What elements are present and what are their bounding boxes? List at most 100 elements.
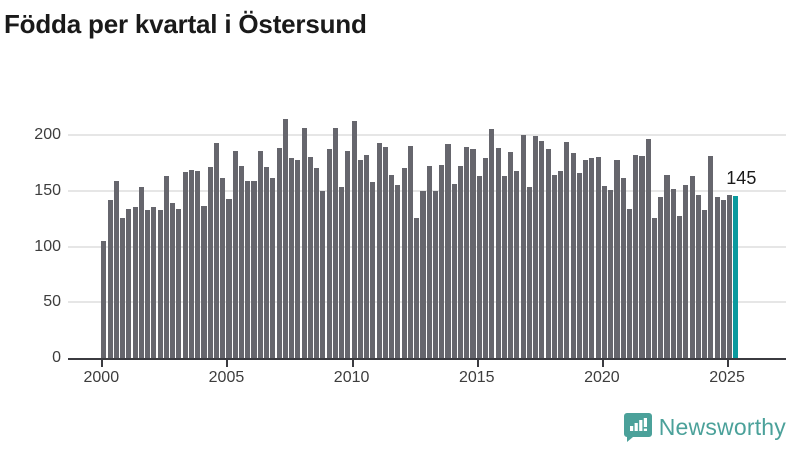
bar-2010-q4 bbox=[370, 181, 376, 358]
x-axis-tick-2005 bbox=[226, 360, 229, 367]
bar-2000-q1 bbox=[101, 240, 107, 358]
bar-2018-q4 bbox=[570, 152, 576, 358]
bar-2011-q2 bbox=[382, 147, 388, 358]
bar-2011-q4 bbox=[395, 185, 401, 358]
bar-2021-q3 bbox=[639, 156, 645, 358]
bar-2025-q2 bbox=[733, 196, 739, 358]
bar-2019-q4 bbox=[595, 157, 601, 358]
bar-2012-q1 bbox=[401, 168, 407, 358]
bar-2009-q3 bbox=[339, 187, 345, 358]
bar-2014-q4 bbox=[470, 149, 476, 358]
bar-2017-q2 bbox=[533, 136, 539, 358]
bar-2007-q3 bbox=[289, 158, 295, 358]
bar-2023-q2 bbox=[683, 185, 689, 358]
bar-2015-q1 bbox=[476, 176, 482, 358]
bar-2010-q2 bbox=[357, 159, 363, 358]
bar-2003-q4 bbox=[195, 170, 201, 358]
bar-2014-q3 bbox=[464, 147, 470, 358]
bar-2013-q2 bbox=[432, 190, 439, 358]
x-axis-tick-label: 2025 bbox=[709, 369, 745, 386]
bar-2020-q4 bbox=[620, 178, 626, 358]
bar-2018-q1 bbox=[551, 175, 557, 358]
bar-2017-q3 bbox=[539, 140, 545, 358]
bar-2005-q2 bbox=[232, 150, 238, 358]
bar-2022-q4 bbox=[670, 188, 676, 358]
bar-2022-q3 bbox=[664, 175, 670, 358]
x-axis-tick-2025 bbox=[727, 360, 730, 367]
bar-2010-q3 bbox=[364, 155, 370, 358]
bar-2004-q2 bbox=[207, 167, 213, 358]
bar-2024-q4 bbox=[720, 199, 726, 358]
y-axis-tick-label: 200 bbox=[34, 126, 61, 143]
x-axis-tick-2015 bbox=[476, 360, 479, 367]
bar-2003-q1 bbox=[176, 208, 182, 358]
x-axis-tick-2020 bbox=[601, 360, 604, 367]
bar-2004-q1 bbox=[201, 206, 207, 358]
bar-2010-q1 bbox=[351, 120, 357, 358]
bar-2019-q2 bbox=[583, 159, 589, 358]
bar-2005-q4 bbox=[245, 180, 251, 358]
bar-2016-q3 bbox=[514, 170, 520, 358]
bar-2001-q3 bbox=[138, 187, 144, 358]
bar-2006-q1 bbox=[251, 180, 257, 358]
bar-2011-q1 bbox=[376, 142, 382, 358]
bar-2000-q2 bbox=[107, 199, 113, 358]
bar-2021-q1 bbox=[626, 208, 633, 358]
bar-2007-q1 bbox=[276, 148, 282, 358]
bar-2007-q2 bbox=[282, 119, 288, 358]
newsworthy-speech-bubble-bar-chart-icon bbox=[623, 412, 652, 442]
bar-2016-q1 bbox=[501, 176, 507, 358]
bar-2006-q3 bbox=[263, 167, 270, 358]
bar-2015-q3 bbox=[489, 129, 495, 358]
y-axis-tick-label: 100 bbox=[34, 237, 61, 255]
bar-2008-q2 bbox=[307, 157, 313, 358]
bar-2019-q1 bbox=[576, 172, 582, 358]
bar-2001-q2 bbox=[132, 207, 138, 358]
bar-2023-q3 bbox=[689, 176, 695, 358]
bar-2014-q1 bbox=[451, 184, 457, 358]
bar-2011-q3 bbox=[389, 175, 395, 358]
bar-2009-q1 bbox=[326, 149, 332, 358]
bar-2001-q1 bbox=[126, 208, 132, 358]
bar-2008-q3 bbox=[314, 168, 320, 358]
bar-2023-q1 bbox=[676, 216, 683, 358]
bar-2016-q4 bbox=[520, 135, 526, 358]
bar-2005-q3 bbox=[238, 166, 245, 358]
x-axis-tick-2010 bbox=[351, 360, 354, 367]
bar-2000-q3 bbox=[113, 180, 119, 358]
bar-2002-q3 bbox=[163, 176, 169, 358]
bar-2006-q4 bbox=[270, 178, 276, 358]
bar-2021-q4 bbox=[645, 139, 651, 358]
y-axis-tick-label: 50 bbox=[43, 293, 61, 311]
y-axis-tick-label: 0 bbox=[52, 349, 61, 366]
bar-2007-q4 bbox=[295, 159, 301, 358]
latest-value-label: 145 bbox=[726, 168, 757, 189]
bar-2006-q2 bbox=[257, 150, 263, 358]
bar-2013-q1 bbox=[426, 166, 432, 358]
bar-2009-q2 bbox=[332, 128, 338, 358]
x-axis-tick-label: 2020 bbox=[584, 369, 620, 386]
bar-2016-q2 bbox=[508, 151, 514, 358]
bar-2018-q3 bbox=[564, 141, 570, 358]
bar-2002-q4 bbox=[170, 203, 176, 358]
bar-2015-q2 bbox=[483, 158, 489, 358]
y-axis-tick-label: 150 bbox=[34, 181, 61, 199]
x-axis-tick-label: 2015 bbox=[458, 369, 495, 386]
bar-2004-q4 bbox=[220, 178, 226, 358]
bar-2024-q2 bbox=[708, 156, 714, 358]
bar-2012-q2 bbox=[407, 146, 413, 358]
bar-2003-q2 bbox=[182, 171, 188, 358]
bar-2022-q2 bbox=[658, 197, 664, 358]
bar-2017-q4 bbox=[545, 149, 551, 358]
x-axis-tick-2000 bbox=[101, 360, 104, 367]
newsworthy-logo[interactable]: Newsworthy bbox=[623, 412, 786, 442]
bar-2003-q3 bbox=[188, 169, 194, 358]
bar-2024-q1 bbox=[702, 209, 708, 358]
gridline-y-200 bbox=[68, 134, 786, 136]
bar-2004-q3 bbox=[213, 142, 220, 358]
bar-2009-q4 bbox=[345, 150, 351, 358]
bar-2015-q4 bbox=[495, 148, 501, 358]
bar-2014-q2 bbox=[457, 166, 464, 358]
